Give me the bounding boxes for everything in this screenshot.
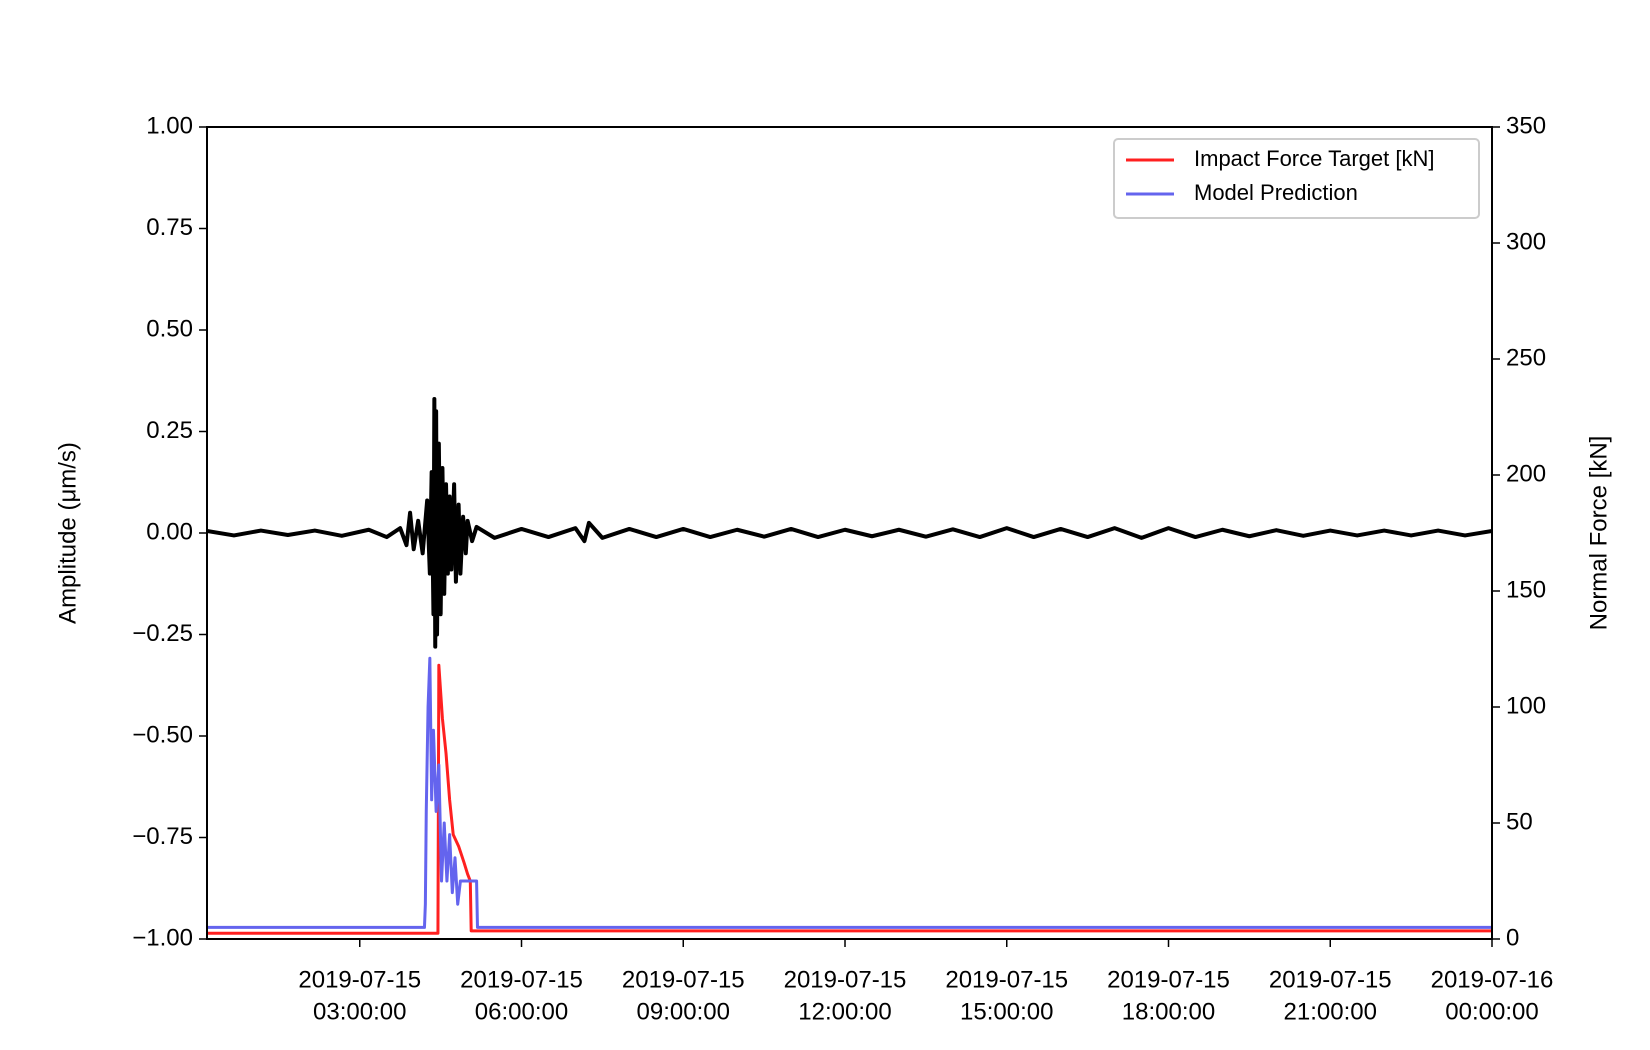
- series-line: [207, 656, 1492, 929]
- x-tick-label: 2019-07-15: [460, 966, 583, 993]
- x-tick-label: 2019-07-15: [945, 966, 1068, 993]
- x-tick-label: 12:00:00: [798, 998, 891, 1025]
- y-tick-label: −0.75: [132, 823, 193, 850]
- x-tick-label: 2019-07-15: [1269, 966, 1392, 993]
- y2-tick-label: 0: [1506, 924, 1519, 951]
- y2-tick-label: 300: [1506, 228, 1546, 255]
- y-axis-label: Amplitude (μm/s): [54, 442, 81, 624]
- y2-tick-label: 50: [1506, 808, 1533, 835]
- y2-tick-label: 350: [1506, 112, 1546, 139]
- series-line: [207, 663, 1492, 935]
- x-tick-label: 2019-07-16: [1431, 966, 1554, 993]
- y2-tick-label: 100: [1506, 692, 1546, 719]
- x-tick-label: 03:00:00: [313, 998, 406, 1025]
- x-tick-label: 2019-07-15: [298, 966, 421, 993]
- y-tick-label: 0.00: [146, 518, 193, 545]
- x-tick-label: 21:00:00: [1284, 998, 1377, 1025]
- legend-label: Impact Force Target [kN]: [1194, 146, 1434, 171]
- y-tick-label: 0.75: [146, 214, 193, 241]
- y-tick-label: 0.25: [146, 417, 193, 444]
- y-tick-label: −1.00: [132, 924, 193, 951]
- x-tick-label: 2019-07-15: [622, 966, 745, 993]
- series-line: [207, 397, 1492, 649]
- y2-tick-label: 250: [1506, 344, 1546, 371]
- y2-axis-label: Normal Force [kN]: [1585, 436, 1612, 631]
- x-tick-label: 00:00:00: [1445, 998, 1538, 1025]
- x-tick-label: 18:00:00: [1122, 998, 1215, 1025]
- x-tick-label: 09:00:00: [637, 998, 730, 1025]
- y-tick-label: 0.50: [146, 315, 193, 342]
- y2-tick-label: 200: [1506, 460, 1546, 487]
- legend-box: [1113, 138, 1480, 219]
- y2-tick-label: 150: [1506, 576, 1546, 603]
- x-tick-label: 2019-07-15: [784, 966, 907, 993]
- y-tick-label: −0.25: [132, 620, 193, 647]
- x-tick-label: 2019-07-15: [1107, 966, 1230, 993]
- legend-label: Model Prediction: [1194, 180, 1358, 205]
- y-tick-label: −0.50: [132, 721, 193, 748]
- x-tick-label: 15:00:00: [960, 998, 1053, 1025]
- y-tick-label: 1.00: [146, 112, 193, 139]
- x-tick-label: 06:00:00: [475, 998, 568, 1025]
- plot-frame: [206, 126, 1493, 940]
